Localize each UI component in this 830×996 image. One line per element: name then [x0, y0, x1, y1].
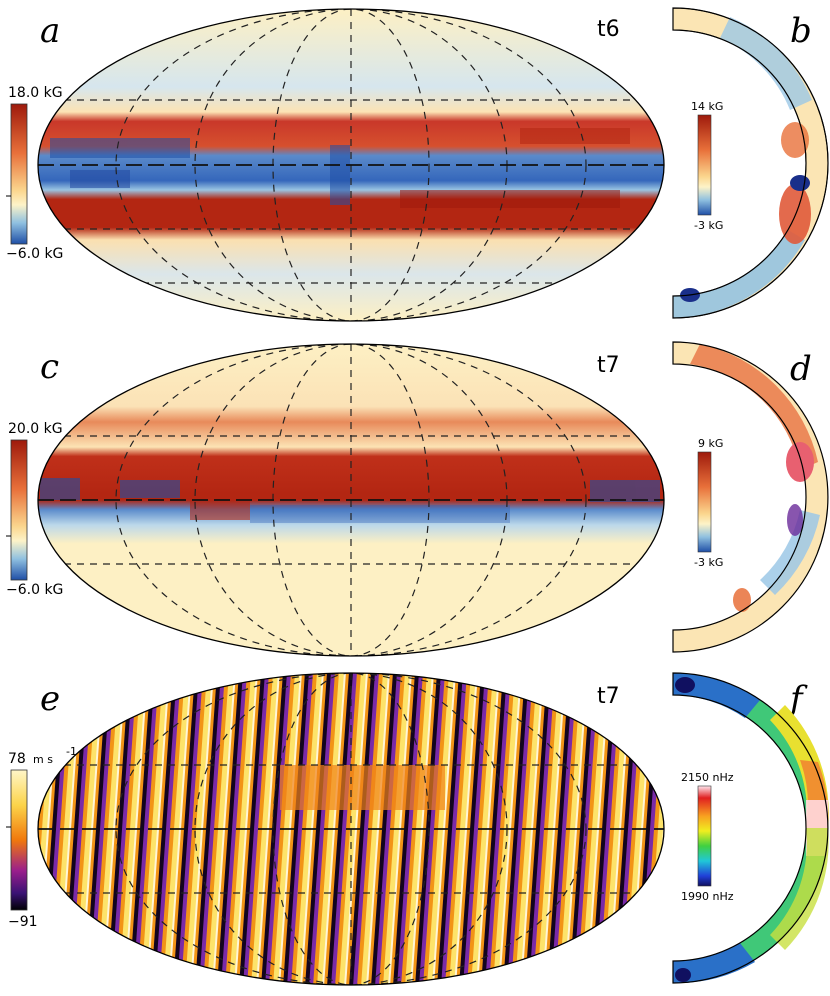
time-label-a: t6 — [597, 17, 620, 42]
meridional-slice-d — [672, 341, 829, 653]
colorbar-f-min: 1990 nHz — [681, 890, 734, 903]
meridional-slice-b — [672, 7, 829, 319]
panel-letter-e: e — [40, 679, 60, 719]
colorbar-e: 78 m s -1 −91 — [6, 745, 77, 930]
colorbar-d-max: 9 kG — [698, 437, 723, 450]
colorbar-a-max: 18.0 kG — [8, 85, 63, 101]
panel-letter-b: b — [790, 11, 812, 51]
panel-letter-a: a — [40, 11, 60, 51]
colorbar-e-exp: -1 — [66, 745, 77, 758]
colorbar-f: 2150 nHz 1990 nHz — [681, 771, 734, 903]
colorbar-a: 18.0 kG −6.0 kG — [6, 85, 63, 262]
meridional-slice-f — [672, 672, 829, 984]
mollweide-map-a — [37, 8, 665, 322]
panel-letter-d: d — [790, 349, 812, 389]
mollweide-map-c — [37, 343, 665, 657]
panel-letter-c: c — [40, 347, 59, 387]
colorbar-e-min: −91 — [8, 914, 38, 930]
panel-c: c t7 20.0 kG −6.0 kG — [6, 343, 665, 657]
colorbar-e-unit: m s — [33, 753, 53, 766]
colorbar-c: 20.0 kG −6.0 kG — [6, 421, 63, 598]
panel-b: b 14 kG -3 kG — [672, 7, 829, 319]
panel-a: a t6 18.0 kG −6.0 kG — [6, 8, 665, 322]
colorbar-c-min: −6.0 kG — [6, 582, 63, 598]
colorbar-e-max: 78 — [8, 751, 26, 767]
panel-e: e t7 78 m s -1 −91 — [6, 672, 665, 986]
colorbar-b: 14 kG -3 kG — [691, 100, 723, 232]
panel-d: d 9 kG -3 kG — [672, 341, 829, 653]
colorbar-d: 9 kG -3 kG — [694, 437, 723, 569]
panel-f: f 2150 nHz 1990 nHz — [672, 672, 829, 984]
colorbar-b-min: -3 kG — [694, 219, 723, 232]
mollweide-map-e — [37, 672, 665, 986]
colorbar-c-max: 20.0 kG — [8, 421, 63, 437]
colorbar-d-min: -3 kG — [694, 556, 723, 569]
time-label-e: t7 — [597, 684, 620, 709]
colorbar-b-max: 14 kG — [691, 100, 723, 113]
colorbar-f-max: 2150 nHz — [681, 771, 734, 784]
time-label-c: t7 — [597, 353, 620, 378]
colorbar-a-min: −6.0 kG — [6, 246, 63, 262]
